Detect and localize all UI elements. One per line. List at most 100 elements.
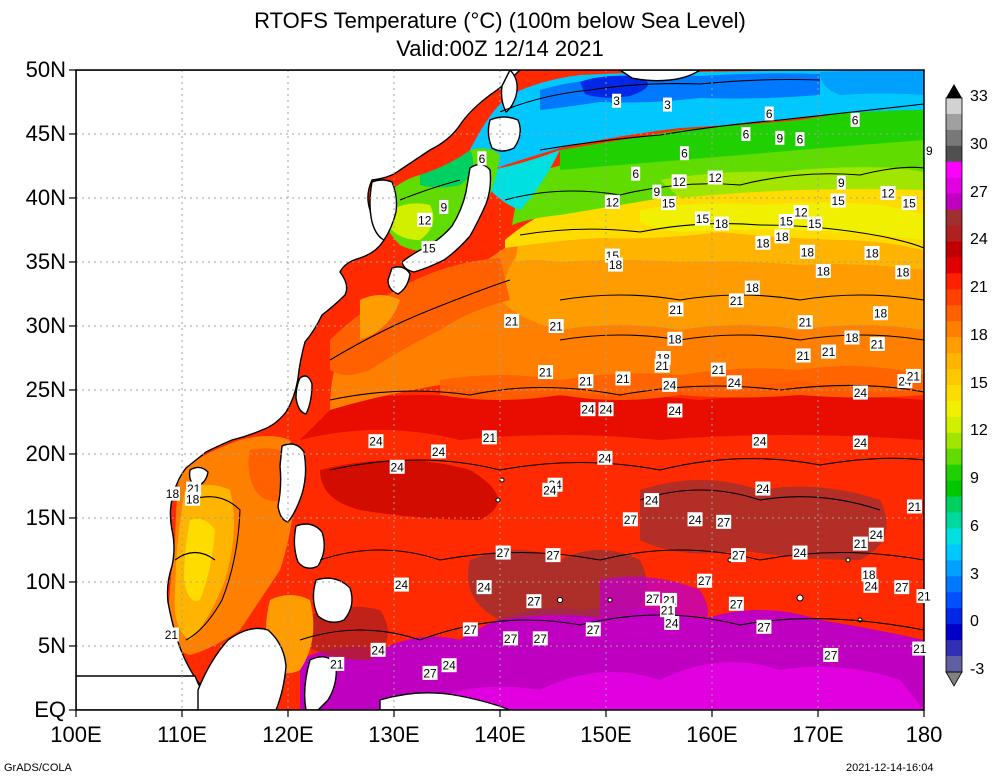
contour-label: 24 [852,385,868,400]
contour-label-text: 9 [838,176,845,190]
colorbar-segment [946,321,962,338]
contour-label: 21 [578,374,594,389]
lat-tick-label: 5N [37,633,66,658]
graticule [76,70,924,710]
contour-label: 24 [863,578,879,593]
contour-label-text: 21 [917,590,931,604]
contour-label: 27 [526,594,542,609]
contour-label: 24 [792,545,808,560]
contour-label: 24 [370,642,386,657]
contour-label-text: 18 [756,236,770,250]
contour-label: 27 [585,622,601,637]
contours [174,78,924,641]
lon-tick-label: 150E [580,722,632,747]
contour-label-text: 21 [656,359,670,373]
contour-label: 24 [755,481,771,496]
colorbar-segment [946,400,962,418]
contour-label-text: 15 [696,212,710,226]
contour-label-text: 27 [546,549,560,563]
contour-label: 12 [671,174,687,189]
colorbar-segment [946,177,962,195]
contour-label-text: 18 [609,258,623,272]
contour-label: 27 [545,548,561,563]
contour-label: 21 [654,358,670,373]
contour-label: 15 [661,196,677,211]
contour-label-text: 27 [504,632,518,646]
contour-label-text: 15 [422,241,436,255]
footer-credit: GrADS/COLA [4,762,72,774]
contour-label: 12 [417,212,433,227]
sakhalin [500,70,518,113]
contour-label-text: 18 [186,492,200,506]
contour-label: 24 [542,482,558,497]
visayas [293,523,325,569]
colorbar-segment [946,98,962,115]
lat-tick-label: 10N [25,569,66,594]
contour-label: 6 [631,166,641,181]
contour-label-text: 27 [730,597,744,611]
contour-label-text: 21 [579,375,593,389]
land [76,70,701,710]
contour-label: 21 [916,589,932,604]
colorbar-segment [946,592,962,609]
contour-label: 21 [504,313,520,328]
contour-label-text: 24 [753,435,767,449]
contour-label: 21 [821,344,837,359]
lat-tick-label: 50N [25,57,66,82]
colorbar-segment [946,129,962,147]
contour-label-text: 24 [756,482,770,496]
colorbar-frame [945,97,963,673]
contour-label: 9 [924,143,934,158]
axis-ticks [69,69,925,717]
contour-label-text: 21 [913,642,927,656]
contour-label-text: 12 [418,213,432,227]
colorbar-max-arrow [946,84,962,98]
colorbar-label: 0 [970,613,979,631]
contour-label: 21 [615,371,631,386]
colorbar-segment [946,209,962,227]
contour-label: 27 [756,619,772,634]
contour-label: 15 [807,216,823,231]
colorbar-segment [946,432,962,450]
colorbar-segment [946,448,962,466]
contour-label-text: 15 [780,215,794,229]
contour-label: 18 [667,331,683,346]
contour-label-text: 24 [864,579,878,593]
colorbar-label: 18 [970,326,988,344]
contour-label-text: 18 [865,247,879,261]
lon-tick-label: 130E [368,722,420,747]
colorbar-segment [946,289,962,306]
contour-label: 24 [441,658,457,673]
contour-label-text: 27 [497,546,511,560]
contour-label: 15 [778,214,794,229]
contour-label-text: 21 [712,363,726,377]
contour-label-text: 27 [423,666,437,680]
colorbar-segment [946,656,962,673]
contour-label: 6 [741,127,751,142]
colorbar-segment [946,480,962,498]
contour-label: 21 [795,348,811,363]
contour-label-text: 24 [599,403,613,417]
contour-label: 18 [608,257,624,272]
contour-label-text: 21 [871,337,885,351]
contour-label-text: 3 [664,98,671,112]
colorbar-segment [946,496,962,514]
colorbar-label: 12 [970,422,988,440]
colorbar-segment [946,193,962,211]
contour-label: 24 [852,435,868,450]
borneo [197,627,287,710]
contour-label-text: 27 [587,623,601,637]
colorbar-segment [946,640,962,657]
contour-label-text: 27 [732,549,746,563]
contour-label: 3 [612,93,622,108]
contour-label-text: 27 [757,620,771,634]
colorbar-segment [946,576,962,593]
contour-label: 24 [598,402,614,417]
colorbar-label: 27 [970,183,988,201]
contour-label: 27 [823,647,839,662]
contour-label-text: 18 [801,245,815,259]
lat-tick-label: 15N [25,505,66,530]
contour-label: 6 [795,132,805,147]
contour-label: 12 [793,205,809,220]
